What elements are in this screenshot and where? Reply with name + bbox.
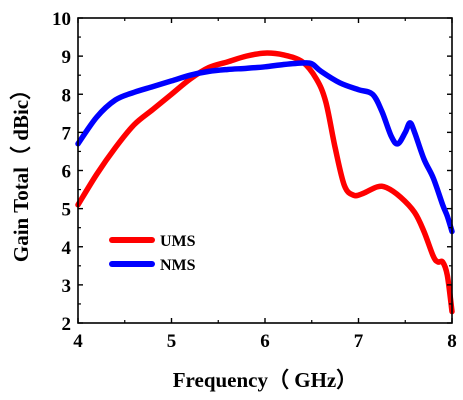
y-tick-label: 10 <box>52 9 71 30</box>
y-tick-label: 2 <box>62 314 72 335</box>
y-tick-label: 7 <box>62 123 72 144</box>
y-tick-label: 6 <box>62 162 72 183</box>
axes-layer <box>77 17 453 324</box>
y-tick-label: 5 <box>62 200 72 221</box>
y-tick-label: 8 <box>62 85 72 106</box>
ticks-layer: 4 5 6 7 8 2 3 4 5 6 7 8 9 10 <box>52 9 457 352</box>
y-tick-label: 4 <box>62 238 72 259</box>
plot-frame <box>77 17 453 324</box>
legend-label-ums: UMS <box>160 233 196 250</box>
legend-label-nms: NMS <box>160 257 196 274</box>
x-axis-label: Frequency（ GHz） <box>173 368 358 392</box>
series-line-ums <box>75 50 455 315</box>
x-tick-label: 7 <box>354 331 364 352</box>
y-tick-label: 3 <box>62 276 72 297</box>
legend: UMS NMS <box>109 233 196 274</box>
x-tick-label: 6 <box>260 331 270 352</box>
series-line-nms <box>75 60 455 235</box>
x-tick-label: 8 <box>447 331 457 352</box>
series-layer <box>75 50 455 315</box>
y-tick-label: 9 <box>62 47 72 68</box>
y-axis-label: Gain Total（ dBic） <box>9 79 33 262</box>
x-tick-label: 5 <box>167 331 177 352</box>
x-tick-label: 4 <box>73 331 83 352</box>
